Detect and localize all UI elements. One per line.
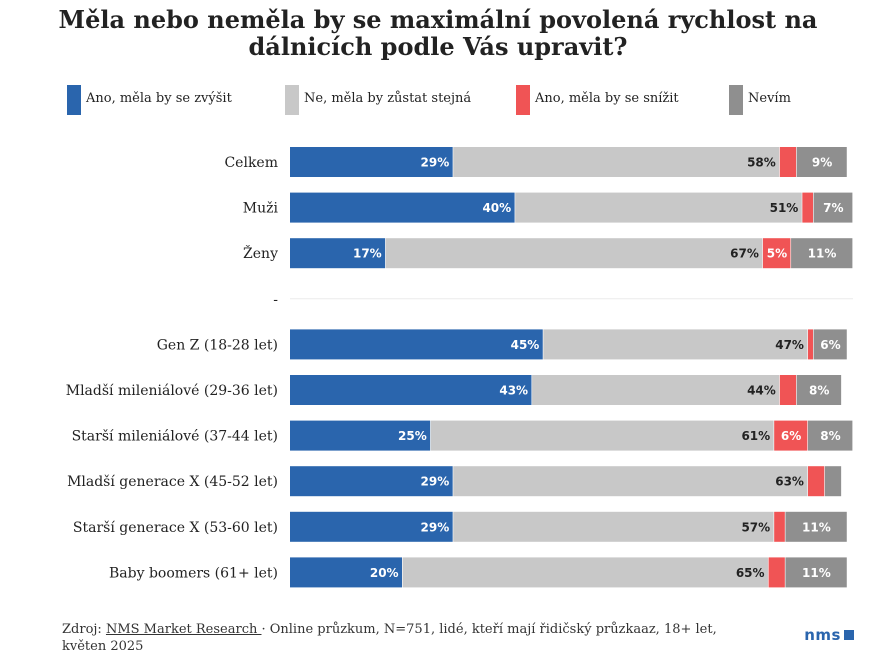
stacked-bar-chart: Celkem 29% 58% 9% Muži 40% 51% 7% Ženy 17% 67% 5% 11… bbox=[66, 147, 853, 588]
row-label-gen-z-18-28-let: Gen Z (18-28 let) bbox=[157, 337, 278, 353]
bar-gen-z-18-28-let-series-1 bbox=[543, 329, 808, 360]
bar-star-generace-x-53-60-let-series-1 bbox=[453, 511, 774, 542]
bar-baby-boomers-61-let-series-0 bbox=[290, 557, 402, 588]
value-label-mlad-mileni-lov-29-36-let-series-1: 44% bbox=[747, 384, 776, 398]
value-label-baby-boomers-61-let-series-1: 65% bbox=[736, 566, 765, 580]
legend: Ano, měla by se zvýšit Ne, měla by zůsta… bbox=[0, 85, 876, 115]
legend-label-decrease: Ano, měla by se snížit bbox=[535, 91, 679, 106]
row-label-mu-i: Muži bbox=[243, 201, 279, 217]
legend-swatch-decrease bbox=[516, 85, 530, 115]
chart-title: Měla nebo neměla by se maximální povolen… bbox=[58, 5, 818, 61]
bar-mlad-generace-x-45-52-let-series-3 bbox=[824, 466, 842, 497]
bar-mu-i-series-0 bbox=[290, 192, 515, 223]
row-label-mlad-mileni-lov-29-36-let: Mladší mileniálové (29-36 let) bbox=[66, 382, 278, 399]
value-label-mu-i-series-1: 51% bbox=[770, 201, 799, 215]
value-label-eny-series-3: 11% bbox=[808, 247, 837, 261]
nms-logo: nms bbox=[804, 626, 854, 644]
bar-mlad-mileni-lov-29-36-let-series-0 bbox=[290, 375, 532, 405]
value-label-star-mileni-lov-37-44-let-series-1: 61% bbox=[741, 429, 770, 443]
value-label-gen-z-18-28-let-series-3: 6% bbox=[820, 338, 840, 352]
legend-label-same: Ne, měla by zůstat stejná bbox=[304, 91, 472, 106]
legend-label-dont-know: Nevím bbox=[748, 91, 791, 106]
bar-gen-z-18-28-let-series-2 bbox=[807, 329, 813, 360]
row-label-star-generace-x-53-60-let: Starší generace X (53-60 let) bbox=[73, 519, 278, 536]
bar-eny-series-2 bbox=[762, 238, 791, 269]
legend-swatch-increase bbox=[67, 85, 81, 115]
value-label-eny-series-2: 5% bbox=[767, 247, 787, 261]
bar-star-mileni-lov-37-44-let-series-2 bbox=[774, 420, 808, 451]
bar-baby-boomers-61-let-series-3 bbox=[785, 557, 847, 588]
value-label-celkem-series-3: 9% bbox=[812, 156, 832, 170]
bar-gen-z-18-28-let-series-3 bbox=[813, 329, 847, 360]
value-label-mlad-mileni-lov-29-36-let-series-3: 8% bbox=[809, 384, 829, 398]
bar-mlad-generace-x-45-52-let-series-1 bbox=[453, 466, 808, 497]
bar-star-generace-x-53-60-let-series-2 bbox=[774, 511, 785, 542]
value-label-mlad-mileni-lov-29-36-let-series-0: 43% bbox=[499, 384, 528, 398]
value-label-mlad-generace-x-45-52-let-series-1: 63% bbox=[775, 475, 804, 489]
legend-swatch-dont-know bbox=[729, 85, 743, 115]
legend-swatch-same bbox=[285, 85, 299, 115]
value-label-celkem-series-0: 29% bbox=[421, 156, 450, 170]
source-details: · Online průzkum, N=751, lidé, kteří maj… bbox=[62, 622, 717, 654]
bar-eny-series-3 bbox=[791, 238, 853, 269]
legend-label-increase: Ano, měla by se zvýšit bbox=[86, 91, 232, 106]
value-label-mu-i-series-0: 40% bbox=[482, 201, 511, 215]
bar-mlad-generace-x-45-52-let-series-0 bbox=[290, 466, 453, 497]
bar-celkem-series-1 bbox=[453, 147, 780, 177]
value-label-star-generace-x-53-60-let-series-0: 29% bbox=[421, 520, 450, 534]
source-note: Zdroj: NMS Market Research · Online průz… bbox=[62, 621, 752, 655]
value-label-gen-z-18-28-let-series-0: 45% bbox=[511, 338, 540, 352]
bar-star-mileni-lov-37-44-let-series-1 bbox=[430, 420, 774, 451]
bar-mlad-generace-x-45-52-let-series-2 bbox=[807, 466, 825, 497]
bar-mlad-mileni-lov-29-36-let-series-1 bbox=[532, 375, 780, 405]
bar-celkem-series-3 bbox=[796, 147, 847, 177]
bar-mu-i-series-3 bbox=[813, 192, 853, 223]
source-prefix: Zdroj: bbox=[62, 622, 106, 637]
value-label-mlad-generace-x-45-52-let-series-0: 29% bbox=[421, 475, 450, 489]
row-label-star-mileni-lov-37-44-let: Starší mileniálové (37-44 let) bbox=[72, 428, 278, 445]
value-label-gen-z-18-28-let-series-1: 47% bbox=[775, 338, 804, 352]
logo-square-icon bbox=[844, 630, 854, 640]
bar-mu-i-series-2 bbox=[802, 192, 813, 223]
bar-mlad-mileni-lov-29-36-let-series-2 bbox=[779, 375, 797, 405]
value-label-eny-series-1: 67% bbox=[730, 247, 759, 261]
bar-star-mileni-lov-37-44-let-series-0 bbox=[290, 420, 431, 451]
row-label-separator: - bbox=[273, 292, 278, 308]
bar-baby-boomers-61-let-series-2 bbox=[768, 557, 785, 588]
bar-star-generace-x-53-60-let-series-0 bbox=[290, 511, 453, 542]
bar-star-mileni-lov-37-44-let-series-3 bbox=[807, 420, 853, 451]
bar-eny-series-0 bbox=[290, 238, 386, 269]
bar-eny-series-1 bbox=[385, 238, 763, 269]
value-label-star-mileni-lov-37-44-let-series-3: 8% bbox=[820, 429, 840, 443]
row-label-baby-boomers-61-let: Baby boomers (61+ let) bbox=[109, 565, 278, 581]
bar-mu-i-series-1 bbox=[515, 192, 802, 223]
source-link[interactable]: NMS Market Research bbox=[105, 622, 262, 637]
bar-gen-z-18-28-let-series-0 bbox=[290, 329, 543, 360]
bar-star-generace-x-53-60-let-series-3 bbox=[785, 511, 847, 542]
value-label-baby-boomers-61-let-series-0: 20% bbox=[370, 566, 399, 580]
value-label-star-generace-x-53-60-let-series-1: 57% bbox=[741, 520, 770, 534]
value-label-star-generace-x-53-60-let-series-3: 11% bbox=[802, 520, 831, 534]
value-label-star-mileni-lov-37-44-let-series-2: 6% bbox=[781, 429, 801, 443]
row-label-eny: Ženy bbox=[243, 244, 278, 262]
value-label-celkem-series-1: 58% bbox=[747, 156, 776, 170]
row-label-celkem: Celkem bbox=[224, 155, 278, 171]
bar-baby-boomers-61-let-series-1 bbox=[402, 557, 768, 588]
value-label-star-mileni-lov-37-44-let-series-0: 25% bbox=[398, 429, 427, 443]
bar-mlad-mileni-lov-29-36-let-series-3 bbox=[796, 375, 842, 405]
value-label-eny-series-0: 17% bbox=[353, 247, 382, 261]
logo-text: nms bbox=[804, 626, 841, 644]
row-label-mlad-generace-x-45-52-let: Mladší generace X (45-52 let) bbox=[67, 473, 278, 490]
value-label-baby-boomers-61-let-series-3: 11% bbox=[802, 566, 831, 580]
value-label-mu-i-series-3: 7% bbox=[823, 201, 843, 215]
bar-celkem-series-2 bbox=[779, 147, 797, 177]
bar-celkem-series-0 bbox=[290, 147, 453, 177]
